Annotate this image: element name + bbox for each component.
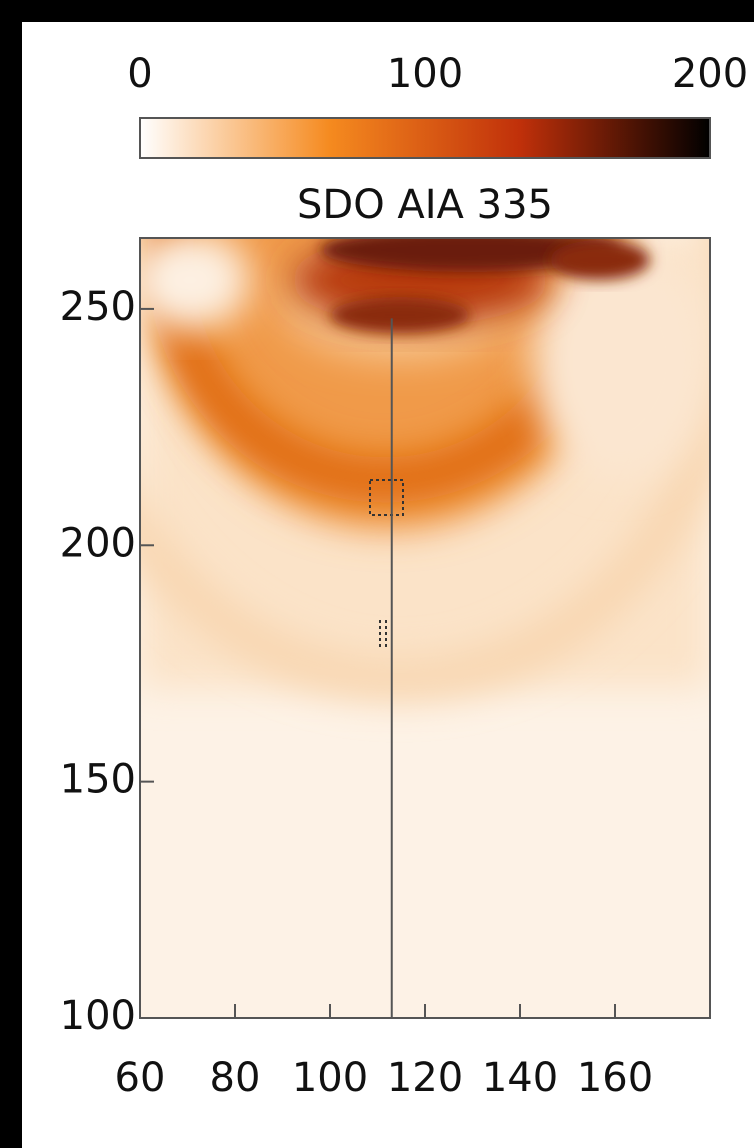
x-tick-label: 140 xyxy=(482,1055,558,1101)
y-tick-label: 200 xyxy=(60,520,136,566)
y-tick-label: 100 xyxy=(60,993,136,1039)
y-tick-label: 150 xyxy=(60,757,136,803)
x-tick-label: 160 xyxy=(577,1055,653,1101)
x-tick-label: 100 xyxy=(292,1055,368,1101)
image-title: SDO AIA 335 xyxy=(297,182,553,228)
solar-image xyxy=(140,238,710,1018)
colorbar xyxy=(139,117,711,159)
colorbar-tick-label: 0 xyxy=(127,51,152,97)
colorbar-tick-label: 200 xyxy=(672,51,748,97)
colorbar-tick-label: 100 xyxy=(387,51,463,97)
x-tick-label: 120 xyxy=(387,1055,463,1101)
x-tick-label: 80 xyxy=(210,1055,261,1101)
x-tick-label: 60 xyxy=(115,1055,166,1101)
y-tick-label: 250 xyxy=(60,284,136,330)
